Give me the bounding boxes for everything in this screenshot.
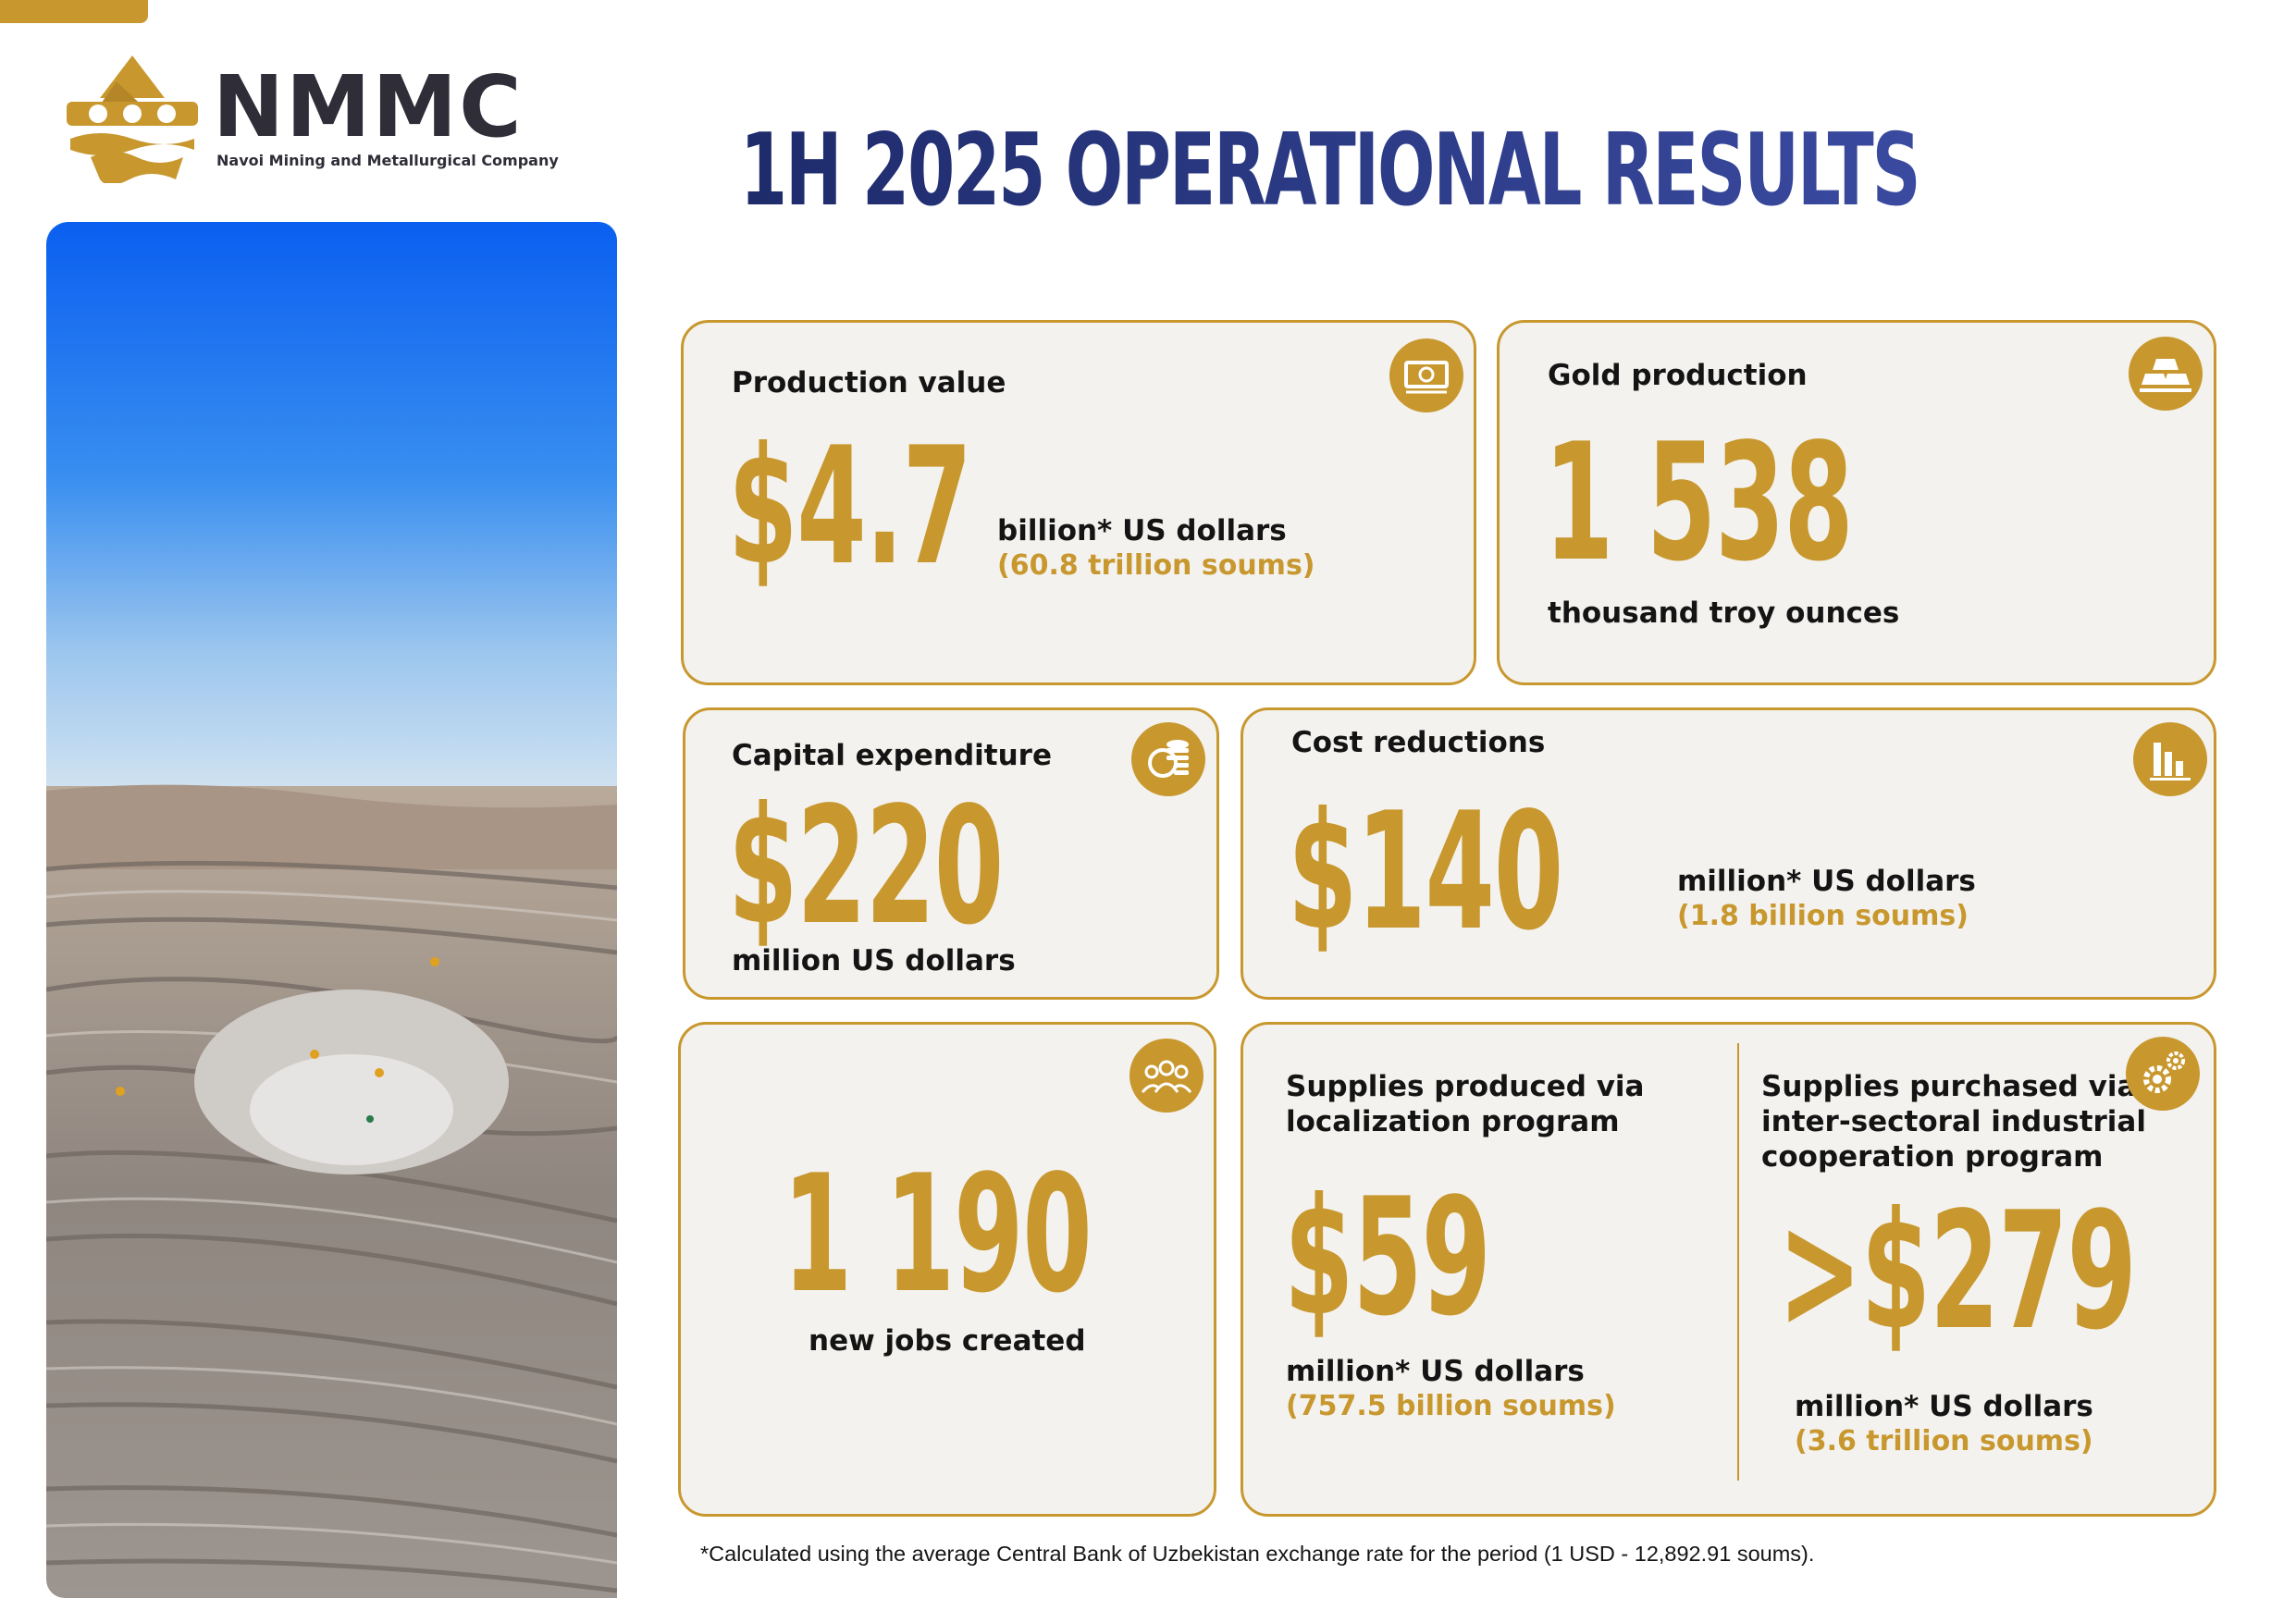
localization-unit: million* US dollars [1286,1355,1585,1388]
nmmc-logo-icon [67,55,198,183]
footnote: *Calculated using the average Central Ba… [700,1542,1815,1566]
card-value: $220 [728,773,1004,961]
card-unit-sub: (60.8 trillion soums) [997,549,1315,582]
page-title: 1H 2025 OPERATIONAL RESULTS [740,111,2128,231]
card-unit: million US dollars [732,944,1016,977]
cooperation-value: >$279 [1778,1178,2137,1366]
card-label: Capital expenditure [732,739,1052,772]
card-unit: million* US dollars [1677,865,1976,898]
card-value: 1 190 [783,1141,1092,1329]
localization-value: $59 [1284,1164,1491,1352]
gold-bars-icon [2129,337,2203,411]
card-cost-reductions: Cost reductions $140 million* US dollars… [1241,707,2216,1000]
card-unit: new jobs created [809,1324,1086,1358]
localization-label-line1: Supplies produced via [1286,1070,1645,1103]
localization-unit-sub: (757.5 billion soums) [1286,1390,1616,1422]
cooperation-label-line2: inter-sectoral industrial [1761,1105,2146,1138]
card-unit-sub: (1.8 billion soums) [1677,900,1969,932]
people-icon [1129,1039,1204,1113]
card-label: Cost reductions [1291,726,1546,759]
company-logo: NMMC Navoi Mining and Metallurgical Comp… [63,54,559,188]
coins-icon [1131,722,1205,796]
bar-chart-icon [2133,722,2207,796]
mine-photo [46,222,617,1598]
top-accent-tab [0,0,148,23]
card-supplies: Supplies produced via localization progr… [1241,1022,2216,1517]
card-new-jobs: 1 190 new jobs created [678,1022,1216,1517]
card-value: $4.7 [728,413,972,601]
card-value: 1 538 [1544,410,1854,597]
localization-label-line2: localization program [1286,1105,1620,1138]
card-unit: thousand troy ounces [1548,596,1900,630]
card-production-value: Production value $4.7 billion* US dollar… [681,320,1476,685]
cooperation-unit: million* US dollars [1795,1390,2093,1423]
cooperation-unit-sub: (3.6 trillion soums) [1795,1425,2093,1457]
logo-subtitle: Navoi Mining and Metallurgical Company [216,152,559,169]
card-capital-expenditure: Capital expenditure $220 million US doll… [683,707,1219,1000]
money-icon [1389,338,1463,412]
logo-wordmark: NMMC [213,57,524,156]
card-value: $140 [1288,779,1563,966]
cooperation-label-line3: cooperation program [1761,1140,2104,1174]
column-divider [1737,1043,1739,1481]
card-unit: billion* US dollars [997,514,1287,547]
cooperation-label-line1: Supplies purchased via [1761,1070,2137,1103]
card-gold-production: Gold production 1 538 thousand troy ounc… [1497,320,2216,685]
card-label: Gold production [1548,359,1808,392]
card-label: Production value [732,366,1006,400]
gears-icon [2126,1037,2200,1111]
